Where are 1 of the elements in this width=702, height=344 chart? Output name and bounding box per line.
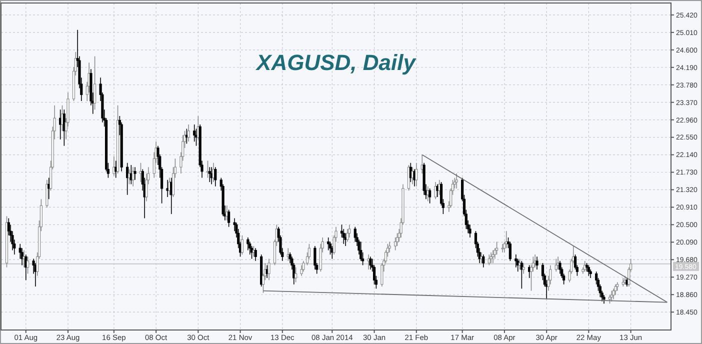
text: XAGUSD, Daily bbox=[254, 50, 418, 75]
